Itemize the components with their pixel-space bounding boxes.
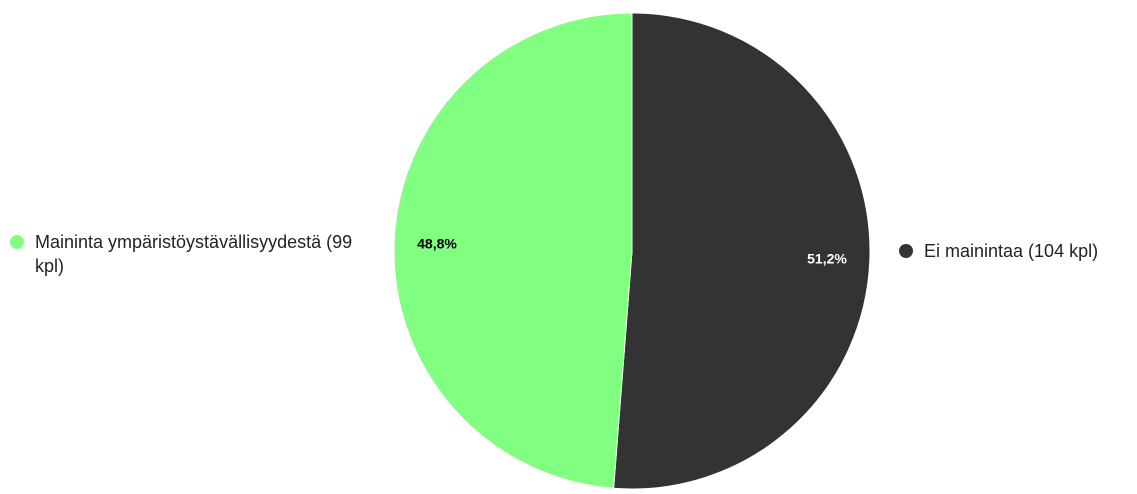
slice-label-no-mention: 51,2% xyxy=(807,251,847,267)
legend-marker-no-mention xyxy=(899,244,913,258)
legend-label-no-mention: Ei mainintaa (104 kpl) xyxy=(924,241,1099,261)
pie-slice-mention xyxy=(393,12,633,489)
pie-slice-labels: 51,2% 48,8% xyxy=(417,236,847,267)
legend-label-mention: Maininta ympäristöystävällisyydestä (99 … xyxy=(35,232,353,276)
pie-slices xyxy=(393,12,871,490)
slice-label-mention: 48,8% xyxy=(417,236,457,252)
legend-marker-mention xyxy=(10,235,24,249)
pie-slice-no-mention xyxy=(613,12,871,490)
legend-item-no-mention: Ei mainintaa (104 kpl) xyxy=(899,239,1134,263)
legend-item-mention: Maininta ympäristöystävällisyydestä (99 … xyxy=(10,230,380,278)
